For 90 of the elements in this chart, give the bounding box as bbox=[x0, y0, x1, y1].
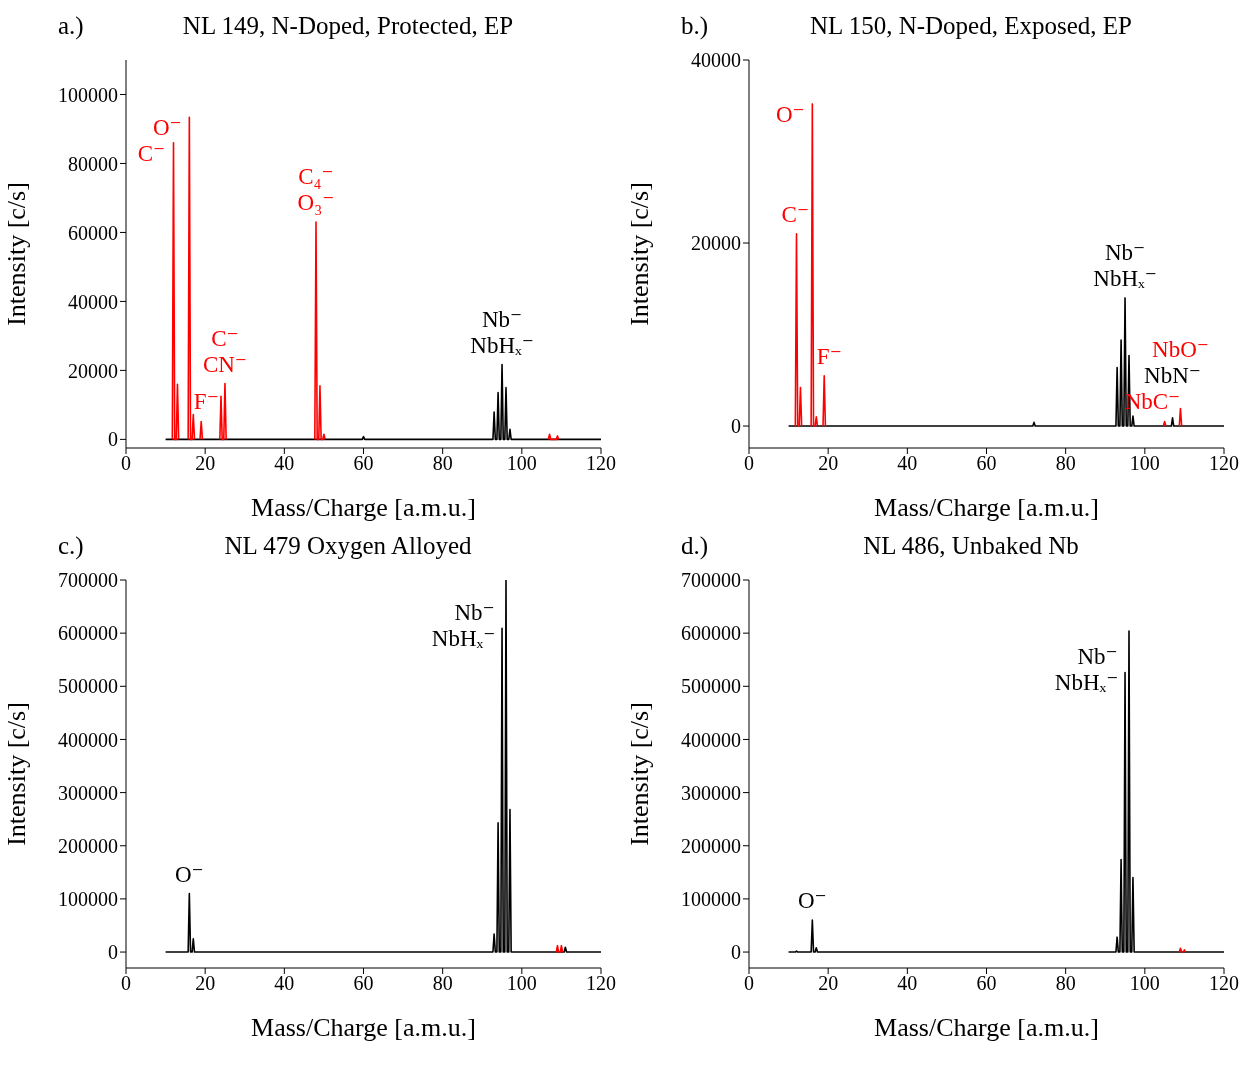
annotation: C⁻ bbox=[781, 201, 810, 227]
x-tick-label: 120 bbox=[586, 452, 616, 475]
y-tick-label: 100000 bbox=[58, 888, 118, 910]
x-tick-label: 60 bbox=[976, 452, 997, 475]
annotation: Nb⁻ bbox=[1104, 239, 1146, 265]
y-tick-label: 0 bbox=[731, 941, 741, 964]
annotation: Nb⁻ bbox=[454, 600, 495, 626]
y-tick-label: 200000 bbox=[58, 834, 118, 857]
y-tick-label: 0 bbox=[108, 941, 118, 964]
x-tick-label: 80 bbox=[1055, 972, 1076, 995]
y-axis-title: Intensity [c/s] bbox=[2, 182, 32, 326]
x-tick-label: 100 bbox=[1129, 972, 1160, 995]
line-series bbox=[787, 297, 1224, 427]
line-series bbox=[164, 580, 601, 953]
y-axis-title: Intensity [c/s] bbox=[625, 702, 655, 846]
y-tick-label: 60000 bbox=[68, 221, 118, 244]
line-series bbox=[787, 630, 1224, 953]
x-tick-label: 80 bbox=[432, 972, 453, 995]
annotation: NbN⁻ bbox=[1144, 363, 1201, 389]
annotation: C⁻ bbox=[137, 140, 166, 166]
y-tick-label: 600000 bbox=[58, 622, 118, 645]
annotation: NbO⁻ bbox=[1152, 337, 1209, 363]
y-tick-label: 300000 bbox=[58, 781, 118, 804]
y-axis-title: Intensity [c/s] bbox=[625, 182, 655, 326]
y-tick-label: 400000 bbox=[58, 728, 118, 751]
x-tick-label: 120 bbox=[1209, 972, 1239, 995]
y-tick-label: 700000 bbox=[681, 569, 741, 592]
text: a.) bbox=[58, 12, 84, 39]
x-tick-label: 100 bbox=[506, 972, 537, 995]
y-axis-title: Intensity [c/s] bbox=[2, 702, 32, 846]
annotation: Nb⁻ bbox=[1077, 644, 1118, 670]
y-tick-label: 300000 bbox=[681, 781, 741, 804]
x-axis-title: Mass/Charge [a.m.u.] bbox=[874, 493, 1099, 522]
annotation: C₄⁻ bbox=[298, 164, 334, 190]
x-axis-title: Mass/Charge [a.m.u.] bbox=[251, 493, 476, 522]
y-tick-label: 0 bbox=[108, 428, 118, 451]
x-tick-label: 120 bbox=[586, 972, 616, 995]
y-tick-label: 20000 bbox=[68, 359, 118, 382]
chart-title: NL 479 Oxygen Alloyed bbox=[223, 532, 473, 560]
annotation: CN⁻ bbox=[202, 351, 248, 377]
chart-title: NL 149, N-Doped, Protected, EP bbox=[181, 12, 515, 40]
x-tick-label: 100 bbox=[506, 452, 537, 475]
y-tick-label: 0 bbox=[731, 415, 741, 438]
x-tick-label: 80 bbox=[432, 452, 453, 475]
y-tick-label: 100000 bbox=[681, 888, 741, 910]
y-tick-label: 200000 bbox=[681, 834, 741, 857]
text: c.) bbox=[58, 532, 84, 559]
annotation: O⁻ bbox=[152, 114, 182, 140]
y-tick-label: 700000 bbox=[58, 569, 118, 592]
annotation: O₃⁻ bbox=[297, 190, 335, 216]
y-tick-label: 500000 bbox=[681, 675, 741, 698]
annotation: NbHₓ⁻ bbox=[1093, 265, 1157, 291]
x-tick-label: 40 bbox=[897, 972, 918, 995]
x-tick-label: 40 bbox=[274, 972, 295, 995]
annotation: C⁻ bbox=[211, 325, 239, 351]
text: b.) bbox=[681, 12, 709, 39]
annotation: NbHₓ⁻ bbox=[470, 332, 534, 358]
y-tick-label: 80000 bbox=[68, 152, 118, 175]
annotation: F⁻ bbox=[816, 343, 842, 369]
annotation: Nb⁻ bbox=[481, 306, 523, 332]
x-tick-label: 120 bbox=[1209, 452, 1239, 475]
y-tick-label: 20000 bbox=[691, 232, 741, 255]
annotation: O⁻ bbox=[797, 888, 827, 914]
x-tick-label: 80 bbox=[1055, 452, 1076, 475]
annotation: F⁻ bbox=[193, 389, 219, 415]
x-tick-label: 60 bbox=[353, 452, 374, 475]
annotation: NbHₓ⁻ bbox=[431, 626, 496, 652]
x-tick-label: 40 bbox=[274, 452, 295, 475]
y-tick-label: 40000 bbox=[691, 49, 741, 72]
x-tick-label: 20 bbox=[818, 452, 839, 475]
chart-title: NL 486, Unbaked Nb bbox=[862, 532, 1080, 560]
annotation: O⁻ bbox=[174, 861, 204, 887]
text: d.) bbox=[681, 532, 709, 559]
y-tick-label: 600000 bbox=[681, 622, 741, 645]
x-tick-label: 20 bbox=[195, 452, 216, 475]
x-tick-label: 100 bbox=[1129, 452, 1160, 475]
annotation: O⁻ bbox=[775, 101, 805, 127]
x-tick-label: 40 bbox=[897, 452, 918, 475]
chart-title: NL 150, N-Doped, Exposed, EP bbox=[809, 12, 1133, 40]
x-tick-label: 20 bbox=[195, 972, 216, 995]
x-tick-label: 20 bbox=[818, 972, 839, 995]
annotation: NbHₓ⁻ bbox=[1054, 670, 1119, 696]
y-tick-label: 500000 bbox=[58, 675, 118, 698]
y-tick-label: 400000 bbox=[681, 728, 741, 751]
x-tick-label: 60 bbox=[976, 972, 997, 995]
x-axis-title: Mass/Charge [a.m.u.] bbox=[874, 1013, 1099, 1042]
x-tick-label: 60 bbox=[353, 972, 374, 995]
y-tick-label: 40000 bbox=[68, 290, 118, 313]
y-tick-label: 100000 bbox=[58, 83, 118, 106]
x-axis-title: Mass/Charge [a.m.u.] bbox=[251, 1013, 476, 1042]
